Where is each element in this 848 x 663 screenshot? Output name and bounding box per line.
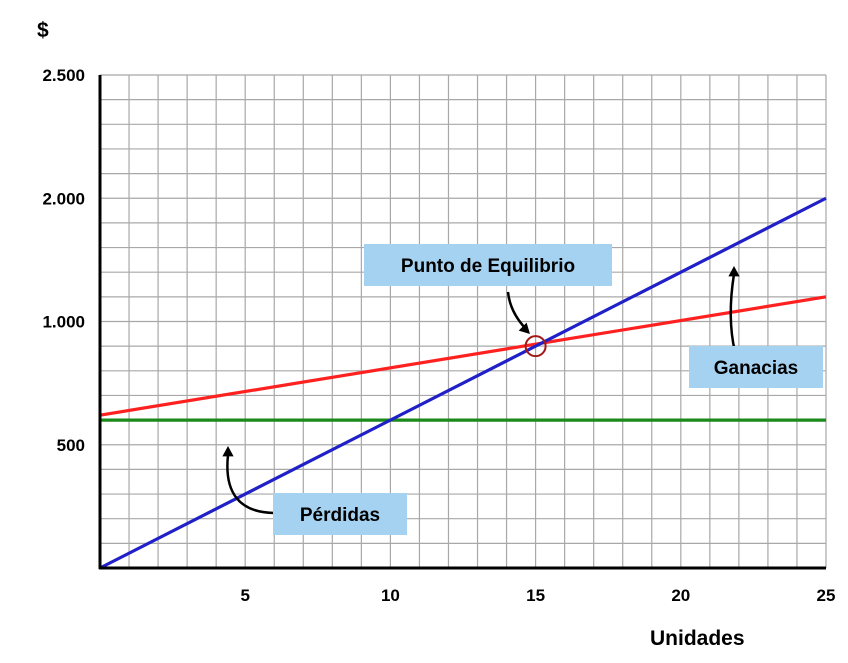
series-line-total-cost xyxy=(99,295,827,417)
axes xyxy=(98,75,826,570)
series-line-revenue xyxy=(99,196,827,570)
gains-box xyxy=(689,346,823,388)
y-tick-label: 2.000 xyxy=(42,189,85,208)
x-tick-label: 25 xyxy=(817,586,836,605)
break-even-marker xyxy=(524,335,547,358)
y-tick-label: 2.500 xyxy=(42,66,85,85)
break-even-arrowhead xyxy=(518,322,530,334)
gains-arrow xyxy=(729,273,737,353)
gains-label: Ganacias xyxy=(714,358,799,379)
tick-labels: 5 10 15 20 25 500 1.000 2.000 2.500 xyxy=(42,66,835,605)
series-lines xyxy=(99,196,827,570)
losses-box xyxy=(273,493,407,535)
break-even-label: Punto de Equilibrio xyxy=(401,256,575,277)
losses-label: Pérdidas xyxy=(300,505,380,526)
x-tick-label: 20 xyxy=(671,586,690,605)
x-tick-label: 5 xyxy=(240,586,249,605)
y-tick-label: 1.000 xyxy=(42,313,85,332)
grid xyxy=(100,74,827,568)
y-tick-label: 500 xyxy=(57,436,85,455)
losses-arrow xyxy=(226,454,275,515)
annotations: Punto de Equilibrio Ganacias Pérdidas xyxy=(222,244,823,535)
x-tick-label: 15 xyxy=(526,586,545,605)
gains-arrowhead xyxy=(728,266,740,277)
break-even-box xyxy=(364,244,612,286)
losses-arrowhead xyxy=(222,446,234,457)
y-axis-title: $ xyxy=(37,19,49,42)
x-tick-label: 10 xyxy=(381,586,400,605)
x-axis-title: Unidades xyxy=(650,627,745,650)
